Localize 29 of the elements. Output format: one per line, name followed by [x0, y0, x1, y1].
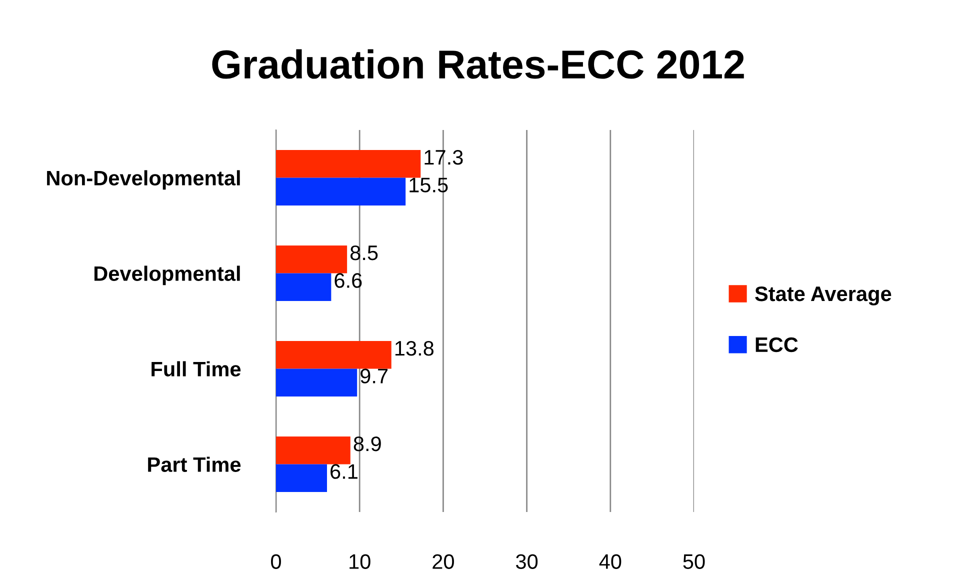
bar	[276, 178, 406, 206]
x-tick-label: 10	[350, 554, 370, 569]
data-label: 6.1	[330, 464, 358, 479]
data-label: 6.6	[334, 273, 362, 288]
x-tick-label: 0	[271, 554, 281, 569]
data-label: 8.5	[350, 245, 378, 260]
data-label: 15.5	[410, 178, 448, 192]
bar	[276, 150, 421, 178]
x-tick-label: 20	[432, 554, 454, 569]
data-label: 9.7	[360, 368, 388, 384]
chart-title: Graduation Rates-ECC 2012	[212, 49, 744, 79]
data-label: 8.9	[354, 436, 381, 452]
data-label: 13.8	[395, 340, 434, 356]
bar	[276, 436, 350, 464]
bar	[276, 273, 332, 301]
y-tick-label: Full Time	[152, 361, 241, 377]
x-tick-label: 30	[516, 554, 538, 569]
legend-label: State Average	[755, 286, 892, 306]
x-tick-label: 50	[683, 554, 705, 569]
data-label: 17.3	[424, 150, 463, 165]
bar	[276, 464, 327, 492]
y-tick-label: Part Time	[148, 456, 241, 472]
bar	[276, 341, 392, 369]
x-tick-label: 40	[599, 554, 622, 569]
y-tick-label: Developmental	[94, 266, 240, 286]
y-tick-label: Non-Developmental	[47, 170, 240, 190]
bar	[276, 246, 348, 274]
bar	[276, 368, 358, 396]
legend-label: ECC	[756, 337, 798, 352]
